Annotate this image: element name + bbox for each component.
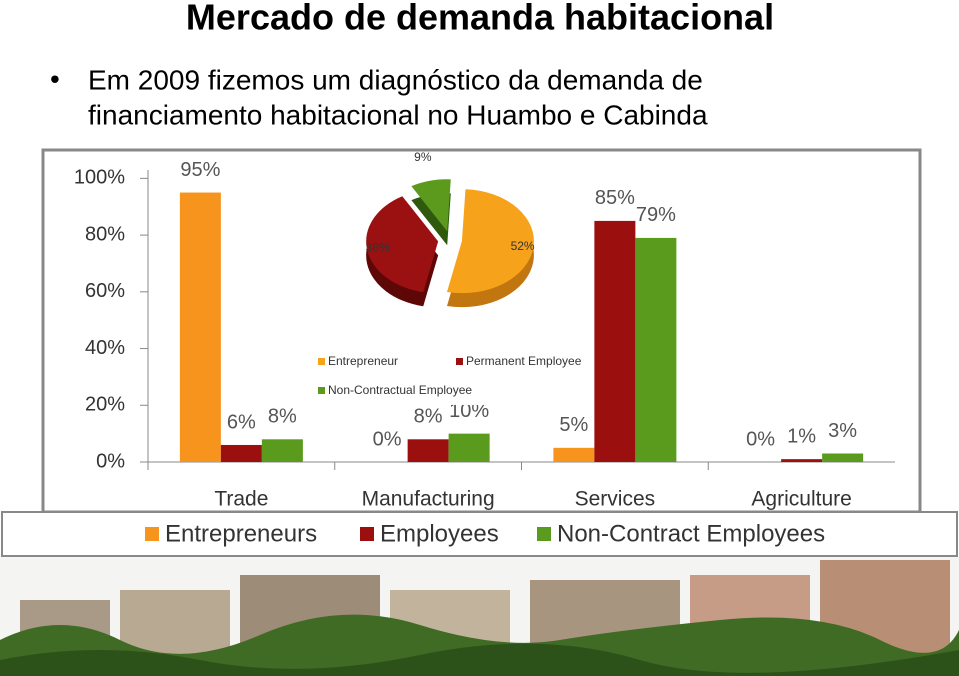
y-tick-label: 0%	[96, 450, 125, 472]
bullet-text: Em 2009 fizemos um diagnóstico da demand…	[88, 64, 703, 95]
x-tick-label: Manufacturing	[362, 488, 495, 511]
legend-label: Employees	[380, 520, 499, 547]
value-label: 10%	[449, 400, 489, 422]
bullet-dot: •	[50, 63, 60, 94]
pie-legend-label: Non-Contractual Employee	[328, 383, 472, 397]
value-label: 79%	[636, 204, 676, 226]
slide-title: Mercado de demanda habitacional	[186, 0, 774, 38]
y-tick-label: 40%	[85, 337, 125, 359]
value-label: 8%	[414, 406, 443, 428]
legend-frame	[1, 511, 958, 557]
pie-legend-swatch	[318, 387, 325, 394]
value-label: 85%	[595, 187, 635, 209]
bar	[781, 459, 823, 462]
legend-swatch	[360, 527, 374, 541]
x-tick-label: Services	[575, 488, 656, 511]
y-tick-label: 60%	[85, 280, 125, 302]
y-tick-label: 100%	[74, 167, 125, 189]
y-tick-label: 20%	[85, 394, 125, 416]
value-label: 1%	[787, 425, 816, 447]
pie-legend-label: Permanent Employee	[466, 354, 582, 368]
value-label: 0%	[373, 428, 402, 450]
pie-value-label: 9%	[414, 150, 432, 164]
photo	[0, 556, 959, 676]
bar	[407, 439, 449, 462]
pie-slice	[366, 196, 439, 293]
legend-label: Non-Contract Employees	[557, 520, 825, 547]
pie-legend-swatch	[456, 358, 463, 365]
pie-legend-swatch	[318, 358, 325, 365]
x-tick-label: Agriculture	[751, 488, 851, 511]
value-label: 95%	[180, 159, 220, 181]
bar	[553, 447, 595, 462]
y-tick-label: 80%	[85, 223, 125, 245]
pie-slice	[411, 179, 451, 232]
legend-label: Entrepreneurs	[165, 520, 317, 547]
value-label: 3%	[828, 420, 857, 442]
value-label: 8%	[268, 406, 297, 428]
pie-legend-label: Entrepreneur	[328, 354, 398, 368]
value-label: 6%	[227, 411, 256, 433]
bar	[594, 220, 636, 462]
bullet-text: financiamento habitacional no Huambo e C…	[88, 99, 708, 130]
legend-swatch	[537, 527, 551, 541]
pie-value-label: 52%	[511, 239, 535, 253]
bar	[261, 439, 303, 462]
legend-swatch	[145, 527, 159, 541]
bar	[179, 192, 221, 462]
x-tick-label: Trade	[214, 488, 268, 511]
bar	[822, 453, 864, 462]
bar	[220, 444, 262, 462]
value-label: 5%	[559, 414, 588, 436]
pie-value-label: 38%	[366, 240, 390, 254]
value-label: 0%	[746, 428, 775, 450]
bar	[448, 433, 490, 462]
bar	[635, 237, 677, 462]
pie-slice	[446, 189, 534, 294]
